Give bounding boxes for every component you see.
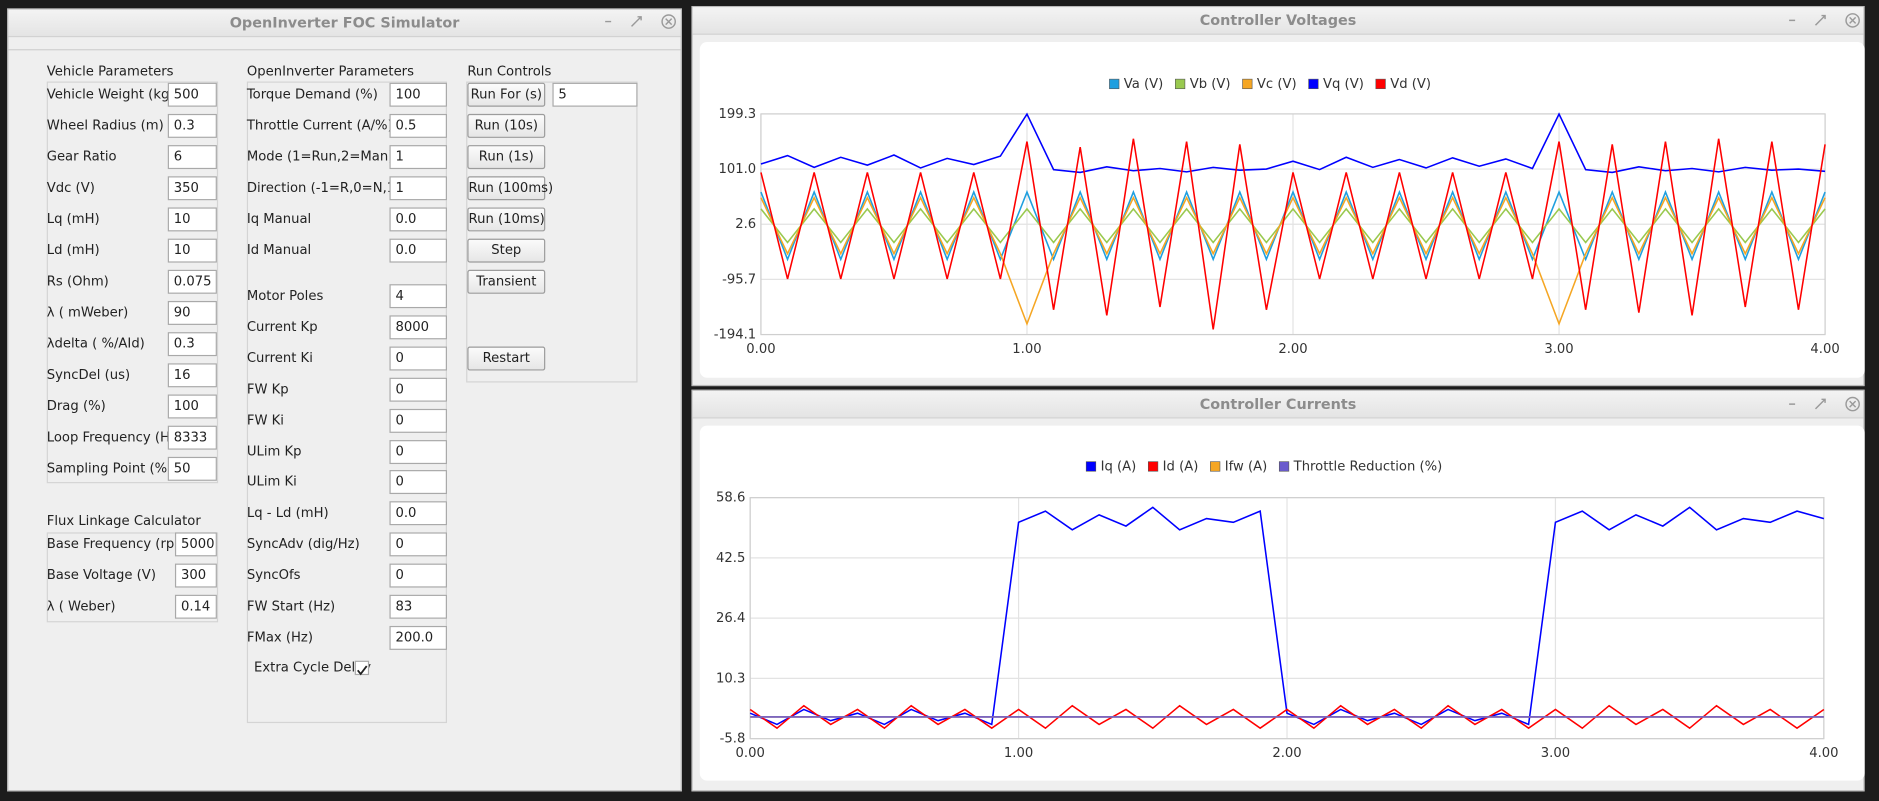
x-tick-label: 3.00 xyxy=(1541,746,1570,761)
legend-label: Id (A) xyxy=(1163,459,1199,474)
legend-label: Vd (V) xyxy=(1390,77,1431,92)
x-tick-label: 0.00 xyxy=(746,342,775,357)
y-tick-label: 199.3 xyxy=(718,107,756,122)
legend-swatch xyxy=(1309,79,1319,89)
y-tick-label: 26.4 xyxy=(716,611,745,626)
legend-swatch xyxy=(1109,79,1119,89)
x-tick-label: 4.00 xyxy=(1810,342,1839,357)
legend-swatch xyxy=(1175,79,1185,89)
y-tick-label: 101.0 xyxy=(718,162,756,177)
y-tick-label: 58.6 xyxy=(716,491,745,506)
legend-swatch xyxy=(1148,462,1158,472)
legend-label: Throttle Reduction (%) xyxy=(1293,459,1443,474)
legend-label: Vc (V) xyxy=(1257,77,1297,92)
y-tick-label: -5.8 xyxy=(720,732,746,747)
legend-label: Ifw (A) xyxy=(1225,459,1268,474)
legend-swatch xyxy=(1376,79,1386,89)
x-tick-label: 0.00 xyxy=(736,746,765,761)
x-tick-label: 1.00 xyxy=(1012,342,1041,357)
y-tick-label: -194.1 xyxy=(714,328,756,343)
y-tick-label: 2.6 xyxy=(735,217,756,232)
legend-swatch xyxy=(1210,462,1220,472)
legend-swatch xyxy=(1086,462,1096,472)
legend-label: Vb (V) xyxy=(1190,77,1231,92)
x-tick-label: 4.00 xyxy=(1809,746,1838,761)
y-tick-label: 10.3 xyxy=(716,671,745,686)
x-tick-label: 1.00 xyxy=(1004,746,1033,761)
legend: Va (V) Vb (V) Vc (V) Vq (V) Vd (V) xyxy=(1109,77,1431,92)
legend-label: Vq (V) xyxy=(1323,77,1364,92)
legend: Iq (A) Id (A) Ifw (A) Throttle Reduction (%… xyxy=(1086,459,1442,474)
y-tick-label: -95.7 xyxy=(722,272,756,287)
x-tick-label: 3.00 xyxy=(1544,342,1573,357)
legend-swatch xyxy=(1279,462,1289,472)
x-tick-label: 2.00 xyxy=(1278,342,1307,357)
legend-swatch xyxy=(1243,79,1253,89)
legend-label: Iq (A) xyxy=(1101,459,1137,474)
y-tick-label: 42.5 xyxy=(716,551,745,566)
legend-label: Va (V) xyxy=(1124,77,1164,92)
x-tick-label: 2.00 xyxy=(1272,746,1301,761)
